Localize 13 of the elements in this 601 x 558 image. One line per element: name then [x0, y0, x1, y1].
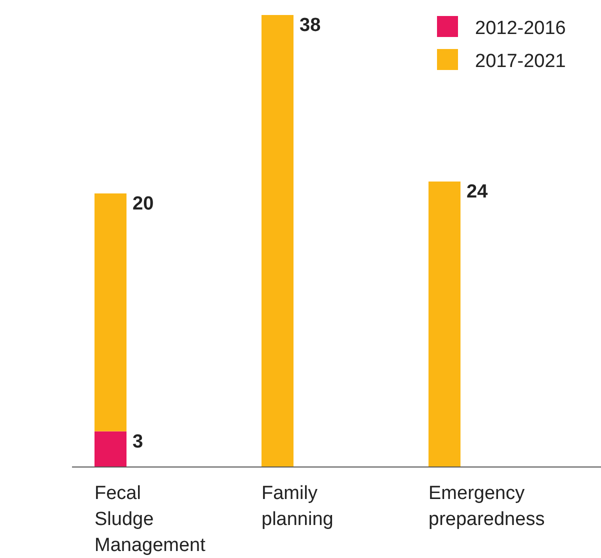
x-tick-label: Fecal Sludge Management — [94, 483, 206, 556]
bar — [94, 431, 126, 467]
x-tick-label: Family planning — [262, 483, 334, 530]
data-label: 20 — [132, 193, 154, 214]
bar — [94, 193, 126, 432]
data-label: 3 — [132, 431, 144, 452]
data-label: 38 — [300, 15, 321, 36]
bar — [428, 182, 460, 467]
bar — [262, 15, 294, 467]
x-tick-label: Emergency preparedness — [428, 483, 545, 530]
legend-label: 2012-2016 — [475, 18, 566, 39]
data-label: 24 — [466, 182, 488, 203]
legend-label: 2017-2021 — [475, 51, 566, 72]
